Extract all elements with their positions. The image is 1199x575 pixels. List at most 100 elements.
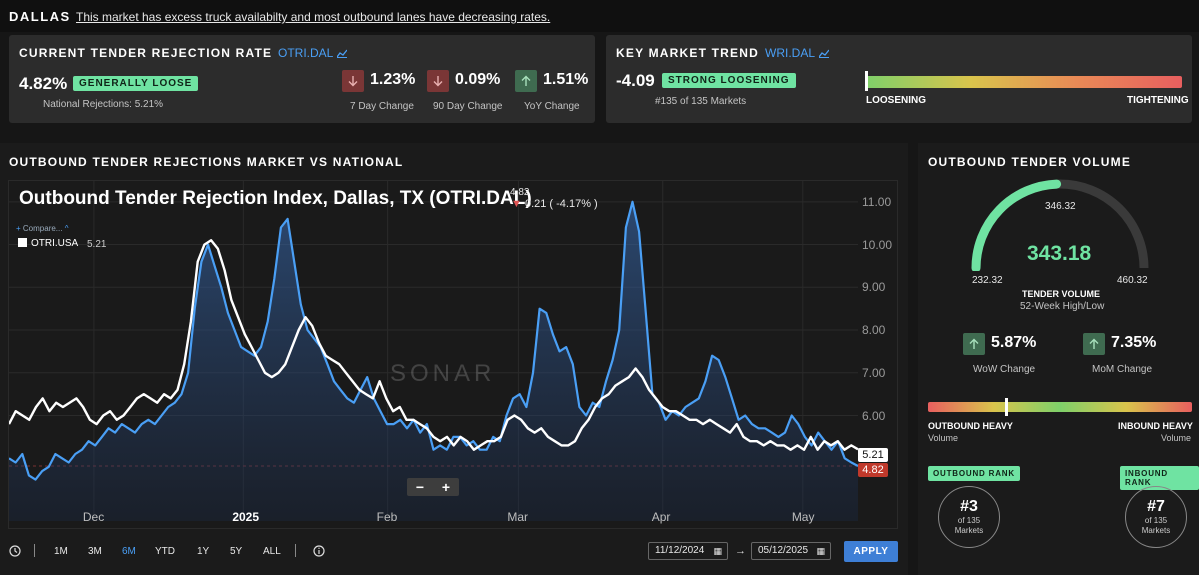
- y-tick-label: 8.00: [862, 323, 886, 338]
- change-yoy: 1.51%: [515, 70, 595, 94]
- inbound-outbound-marker: [1004, 398, 1008, 416]
- x-tick-label: Mar: [507, 510, 529, 524]
- chart-change: ▼ 0.21 ( -4.17% ): [511, 198, 598, 210]
- zoom-in-button[interactable]: +: [441, 479, 451, 495]
- series-line-dallas: [9, 200, 859, 481]
- rejection-status-badge: GENERALLY LOOSE: [73, 76, 199, 91]
- arrow-down-icon: [342, 70, 364, 92]
- chart-section-title: OUTBOUND TENDER REJECTIONS MARKET VS NAT…: [9, 155, 404, 169]
- inbound-heavy-label: INBOUND HEAVY: [1118, 421, 1193, 431]
- arrow-up-icon: [1083, 333, 1105, 355]
- gauge-min: 232.32: [972, 275, 1003, 286]
- inbound-rank-circle: #7 of 135 Markets: [1125, 486, 1187, 548]
- calendar-icon: ▦: [713, 546, 722, 556]
- change-wow-value: 5.87%: [991, 334, 1037, 351]
- clock-icon[interactable]: [9, 545, 21, 557]
- range-5y[interactable]: 5Y: [230, 546, 243, 557]
- trend-rank: #135 of 135 Markets: [655, 96, 747, 107]
- tender-volume-value: 343.18: [1027, 242, 1092, 265]
- change-90day-value: 0.09%: [455, 71, 501, 88]
- apply-button[interactable]: APPLY: [844, 541, 898, 562]
- y-tick-label: 11.00: [862, 194, 892, 209]
- change-yoy-value: 1.51%: [543, 71, 589, 88]
- range-1y[interactable]: 1Y: [197, 546, 210, 557]
- zoom-out-button[interactable]: −: [415, 479, 425, 495]
- trend-right-label: TIGHTENING: [1127, 95, 1189, 106]
- rejection-card-title: CURRENT TENDER REJECTION RATE: [19, 46, 273, 60]
- range-1m[interactable]: 1M: [54, 546, 68, 557]
- tender-rejection-chart[interactable]: [9, 181, 897, 529]
- outbound-rank-circle: #3 of 135 Markets: [938, 486, 1000, 548]
- arrow-up-icon: [963, 333, 985, 355]
- outbound-heavy-sub: Volume: [928, 433, 959, 443]
- x-tick-label: Feb: [376, 510, 398, 524]
- info-icon[interactable]: [313, 545, 325, 557]
- change-mom-value: 7.35%: [1111, 334, 1157, 351]
- dallas-area: [9, 201, 858, 522]
- calendar-icon: ▦: [816, 546, 825, 556]
- down-triangle-icon: ▼: [511, 198, 525, 210]
- compare-button[interactable]: + Compare... ^: [16, 224, 69, 233]
- arrow-up-icon: [515, 70, 537, 92]
- change-yoy-label: YoY Change: [524, 101, 580, 112]
- chart-icon: [819, 49, 830, 58]
- change-90day: 0.09%: [427, 70, 507, 94]
- gauge-fill: [971, 179, 1062, 271]
- last-tag-dal: 4.82: [858, 463, 888, 477]
- range-3m[interactable]: 3M: [88, 546, 102, 557]
- outbound-rank-badge: OUTBOUND RANK: [928, 466, 1020, 481]
- range-ytd[interactable]: YTD: [155, 546, 175, 557]
- range-divider: [295, 544, 296, 557]
- change-7day: 1.23%: [342, 70, 422, 94]
- change-mom: 7.35%: [1083, 333, 1173, 357]
- end-date-input[interactable]: 05/12/2025 ▦: [751, 542, 831, 560]
- y-tick-label: 10.00: [862, 237, 893, 252]
- chart-title: Outbound Tender Rejection Index, Dallas,…: [19, 188, 532, 209]
- inbound-rank-badge: INBOUND RANK: [1120, 466, 1199, 490]
- gauge-max: 460.32: [1117, 275, 1148, 286]
- series-line-usa: [9, 239, 859, 451]
- arrow-down-icon: [427, 70, 449, 92]
- y-tick-label: 9.00: [862, 280, 886, 295]
- chart-change-value: 0.21 ( -4.17% ): [524, 198, 598, 210]
- trend-status-badge: STRONG LOOSENING: [662, 73, 796, 88]
- y-tick-label: 7.00: [862, 365, 886, 380]
- market-header: DALLAS This market has excess truck avai…: [0, 0, 1199, 32]
- rejection-ticker-link[interactable]: OTRI.DAL: [278, 46, 348, 60]
- start-date-input[interactable]: 11/12/2024 ▦: [648, 542, 728, 560]
- checkbox-icon: [18, 238, 27, 247]
- series-value: 5.21: [87, 239, 107, 250]
- change-7day-label: 7 Day Change: [350, 101, 414, 112]
- inbound-outbound-bar: [928, 402, 1192, 412]
- change-7day-value: 1.23%: [370, 71, 416, 88]
- chart-icon: [337, 49, 348, 58]
- change-90day-label: 90 Day Change: [433, 101, 503, 112]
- outbound-rank-of: of 135: [957, 516, 981, 525]
- trend-card-title: KEY MARKET TREND: [616, 46, 759, 60]
- trend-value: -4.09: [616, 71, 655, 90]
- market-name: DALLAS: [9, 9, 71, 24]
- last-tag-usa: 5.21: [858, 448, 888, 462]
- tender-volume-label: TENDER VOLUME: [1022, 289, 1101, 299]
- series-toggle-usa[interactable]: OTRI.USA: [18, 238, 78, 249]
- inbound-heavy-sub: Volume: [1161, 433, 1192, 443]
- change-mom-label: MoM Change: [1092, 364, 1153, 375]
- chart-last-value: 4.82: [510, 187, 530, 198]
- trend-ticker-link[interactable]: WRI.DAL: [765, 46, 830, 60]
- compare-label: Compare...: [22, 224, 63, 233]
- tender-volume-sublabel: 52-Week High/Low: [1020, 301, 1105, 312]
- outbound-rank-markets: Markets: [954, 526, 984, 535]
- gauge-marker-value: 346.32: [1045, 201, 1076, 212]
- trend-ticker-label: WRI.DAL: [765, 46, 816, 60]
- outbound-heavy-label: OUTBOUND HEAVY: [928, 421, 1013, 431]
- x-tick-label: 2025: [232, 510, 260, 524]
- end-date-value: 05/12/2025: [758, 545, 809, 556]
- zoom-controls: − +: [407, 478, 459, 496]
- tender-volume-gauge: [971, 179, 1149, 271]
- range-all[interactable]: ALL: [263, 546, 281, 557]
- inbound-rank-value: #7: [1147, 498, 1165, 515]
- volume-panel-title: OUTBOUND TENDER VOLUME: [928, 155, 1132, 169]
- market-summary-link[interactable]: This market has excess truck availabilty…: [76, 10, 551, 24]
- series-label: OTRI.USA: [31, 238, 79, 249]
- range-6m[interactable]: 6M: [122, 546, 136, 557]
